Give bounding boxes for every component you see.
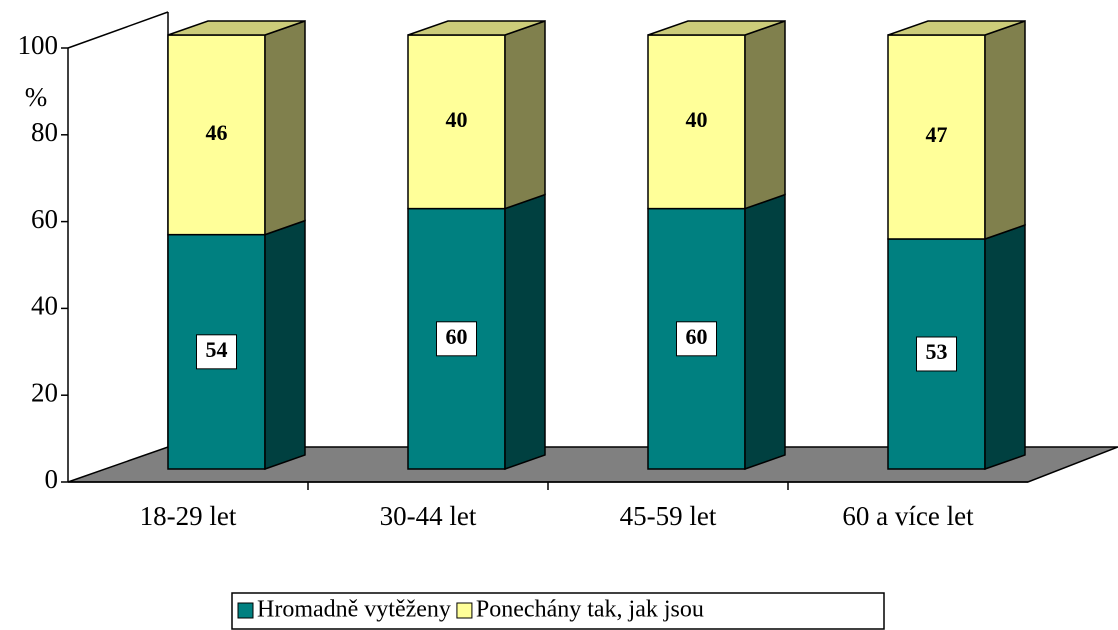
y-tick-label: 20 [31, 377, 58, 407]
y-tick-label: 100 [18, 30, 59, 60]
bar [647, 34, 746, 210]
x-tick-label: 45-59 let [620, 501, 717, 531]
x-tick-label: 30-44 let [380, 501, 477, 531]
wall-edge [67, 11, 169, 49]
legend-swatch [237, 602, 254, 619]
bar-side [264, 19, 306, 236]
y-axis-label: % [25, 82, 48, 112]
bar-top [407, 20, 546, 36]
data-label: 54 [206, 337, 228, 362]
bar-side [984, 19, 1026, 241]
bar-top [167, 20, 306, 36]
bar-side [504, 193, 546, 471]
y-tick-label: 0 [45, 464, 59, 494]
y-tick-label: 60 [31, 204, 58, 234]
label-box [916, 336, 957, 372]
label-box [196, 334, 237, 370]
data-label: 53 [926, 339, 948, 364]
bar-top [887, 20, 1026, 36]
y-tick-label: 80 [31, 117, 58, 147]
data-label: 46 [206, 120, 228, 145]
bar-side [744, 19, 786, 210]
legend [231, 592, 885, 630]
x-tick-label: 18-29 let [140, 501, 237, 531]
x-tick-label: 60 a více let [842, 501, 974, 531]
bar [887, 34, 986, 240]
bar-side [264, 219, 306, 471]
data-label: 40 [446, 107, 468, 132]
data-label: 47 [926, 122, 948, 147]
data-label: 40 [686, 107, 708, 132]
legend-label: Ponechány tak, jak jsou [476, 597, 704, 623]
bar-top [647, 20, 786, 36]
legend-swatch [456, 602, 473, 619]
legend-label: Hromadně vytěženy [257, 597, 451, 623]
y-tick-label: 40 [31, 291, 58, 321]
bar-side [504, 19, 546, 210]
label-box [436, 321, 477, 357]
data-label: 60 [686, 324, 708, 349]
bar-side [744, 193, 786, 471]
label-box [676, 321, 717, 357]
bar-side [984, 223, 1026, 471]
data-label: 60 [446, 324, 468, 349]
bar [167, 34, 266, 236]
